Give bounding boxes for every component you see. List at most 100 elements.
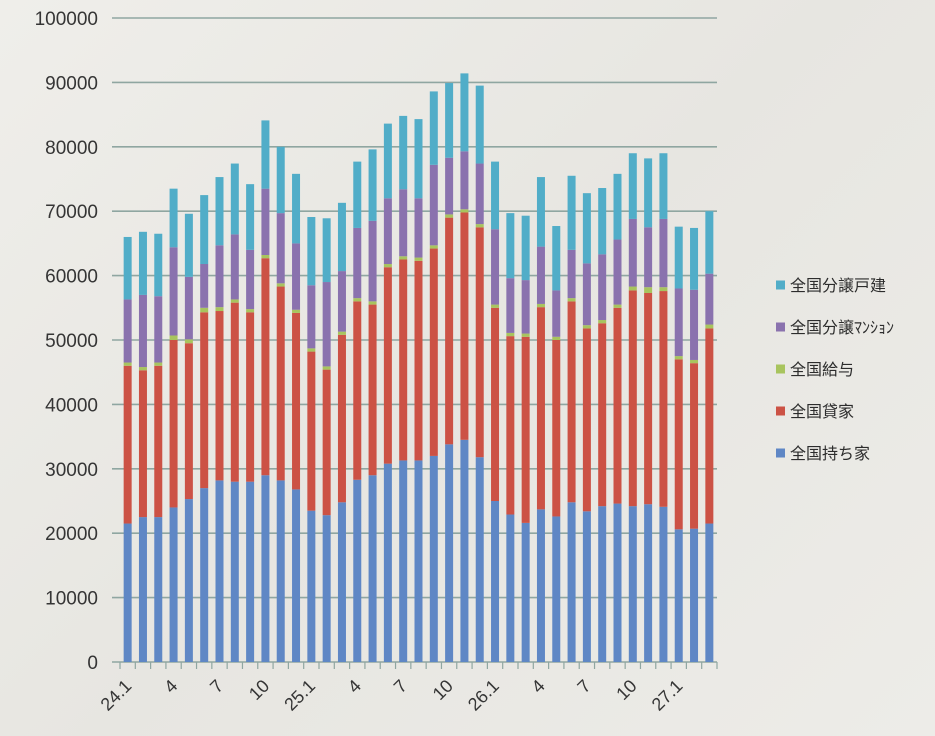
bar-rental xyxy=(674,359,683,530)
bar-rental xyxy=(246,312,255,482)
bar-owner-occupied xyxy=(414,460,423,662)
bar-condominium xyxy=(399,189,408,257)
bar-rental xyxy=(552,340,561,517)
bar-detached-for-sale xyxy=(674,226,683,289)
bar-rental xyxy=(460,212,469,440)
bar-rental xyxy=(659,291,668,507)
legend-label: 全国持ち家 xyxy=(790,444,870,463)
bar-owner-occupied xyxy=(536,509,545,662)
bar-rental xyxy=(322,369,331,516)
bar-owner-occupied xyxy=(475,457,484,662)
bar-detached-for-sale xyxy=(582,193,591,264)
bar-rental xyxy=(368,304,377,476)
bar-condominium xyxy=(337,271,346,332)
bar-detached-for-sale xyxy=(368,149,377,221)
bar-rental xyxy=(567,301,576,503)
bar-condominium xyxy=(368,220,377,302)
bar-rental xyxy=(613,307,622,504)
x-tick-label: 27.1 xyxy=(648,676,687,715)
bar-detached-for-sale xyxy=(598,188,607,255)
bar-condominium xyxy=(383,198,392,265)
bar-detached-for-sale xyxy=(200,195,209,265)
bar-employee-housing xyxy=(200,307,209,313)
bar-detached-for-sale xyxy=(414,119,423,199)
legend-item-employee-housing: 全国給与 xyxy=(776,360,854,379)
y-tick-label: 30000 xyxy=(45,460,98,481)
bar-employee-housing xyxy=(414,257,423,261)
legend-label: 全国貸家 xyxy=(790,402,854,421)
bar-rental xyxy=(491,307,500,501)
bar-detached-for-sale xyxy=(659,153,668,219)
bar-employee-housing xyxy=(659,287,668,292)
bar-owner-occupied xyxy=(552,516,561,662)
bar-owner-occupied xyxy=(644,504,653,662)
bar-condominium xyxy=(307,285,316,349)
x-tick-label: 7 xyxy=(390,676,411,697)
bar-detached-for-sale xyxy=(215,177,224,246)
bar-owner-occupied xyxy=(705,523,714,662)
bar-owner-occupied xyxy=(368,475,377,662)
bar-detached-for-sale xyxy=(445,83,454,158)
bar-employee-housing xyxy=(429,245,438,249)
bar-employee-housing xyxy=(399,256,408,260)
bar-rental xyxy=(598,323,607,507)
bar-employee-housing xyxy=(552,336,561,340)
y-tick-label: 20000 xyxy=(45,524,98,545)
bar-rental xyxy=(138,370,147,518)
bar-detached-for-sale xyxy=(521,215,530,281)
y-tick-label: 90000 xyxy=(45,73,98,94)
bar-owner-occupied xyxy=(337,502,346,662)
bar-rental xyxy=(399,259,408,461)
bar-condominium xyxy=(491,229,500,305)
bar-rental xyxy=(521,336,530,523)
bar-employee-housing xyxy=(368,301,377,305)
bar-owner-occupied xyxy=(567,502,576,662)
bar-condominium xyxy=(506,278,515,333)
bar-detached-for-sale xyxy=(261,120,270,189)
bar-detached-for-sale xyxy=(644,158,653,228)
bar-employee-housing xyxy=(353,298,362,302)
legend-swatch xyxy=(776,280,785,290)
bar-detached-for-sale xyxy=(154,233,163,297)
bar-condominium xyxy=(598,254,607,321)
bar-rental xyxy=(261,258,270,476)
bar-employee-housing xyxy=(383,264,392,268)
bar-rental xyxy=(169,340,178,508)
bar-condominium xyxy=(414,198,423,258)
bar-owner-occupied xyxy=(491,501,500,662)
bar-rental xyxy=(536,307,545,510)
legend-item-rental: 全国貸家 xyxy=(776,402,854,421)
legend-item-owner-occupied: 全国持ち家 xyxy=(776,444,870,463)
bar-owner-occupied xyxy=(506,514,515,662)
bar-owner-occupied xyxy=(445,444,454,662)
bar-employee-housing xyxy=(674,356,683,360)
bar-employee-housing xyxy=(123,362,132,366)
x-tick-label: 10 xyxy=(429,676,457,704)
bar-owner-occupied xyxy=(628,506,637,662)
bar-detached-for-sale xyxy=(138,231,147,295)
legend-item-condominium: 全国分譲ﾏﾝｼｮﾝ xyxy=(776,318,894,337)
legend-swatch xyxy=(776,322,785,332)
x-tick-label: 26.1 xyxy=(464,676,503,715)
bar-employee-housing xyxy=(644,287,653,293)
bar-rental xyxy=(215,311,224,481)
y-axis: 0 10000 20000 30000 40000 50000 60000 70000 8000… xyxy=(35,9,98,674)
bar-condominium xyxy=(690,289,699,360)
bar-detached-for-sale xyxy=(337,202,346,272)
bar-rental xyxy=(353,301,362,480)
bar-employee-housing xyxy=(613,304,622,308)
x-tick-label: 24.1 xyxy=(97,676,136,715)
bar-rental xyxy=(582,328,591,512)
bar-employee-housing xyxy=(261,254,270,259)
bar-detached-for-sale xyxy=(276,146,285,214)
bar-detached-for-sale xyxy=(567,175,576,250)
bar-owner-occupied xyxy=(307,510,316,662)
bar-employee-housing xyxy=(521,333,530,337)
bar-rental xyxy=(705,328,714,524)
bar-owner-occupied xyxy=(230,481,239,662)
bar-condominium xyxy=(644,227,653,288)
bar-owner-occupied xyxy=(322,515,331,662)
